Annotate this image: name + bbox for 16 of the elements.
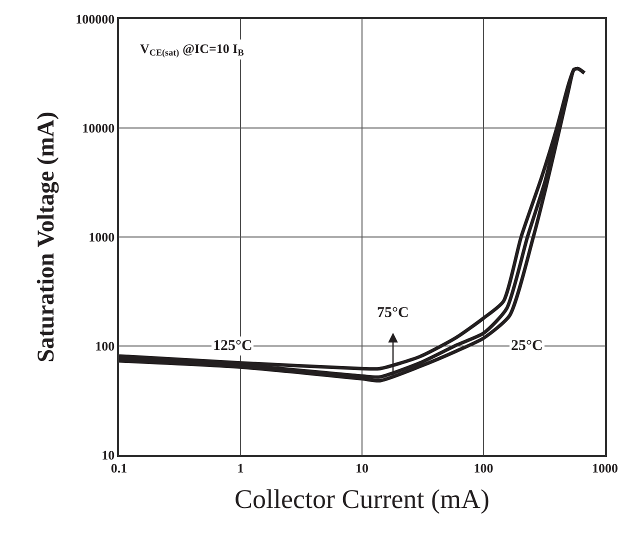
y-tick-label: 10 bbox=[102, 448, 115, 463]
annotation: 25°C bbox=[511, 338, 543, 354]
x-tick-label: 10 bbox=[356, 460, 368, 476]
x-tick-label: 1 bbox=[237, 460, 244, 476]
x-axis-title: Collector Current (mA) bbox=[234, 484, 490, 514]
y-tick-label: 1000 bbox=[88, 230, 115, 245]
y-tick-label: 100 bbox=[95, 338, 115, 354]
y-tick-label: 100000 bbox=[76, 12, 115, 27]
x-tick-label: 0.1 bbox=[110, 460, 128, 476]
x-tick-label: 100 bbox=[474, 460, 494, 476]
annotation: 75°C bbox=[377, 305, 409, 321]
annotation: V$_{CE(sat)}$ @IC=10 I$_{B}$ bbox=[140, 41, 244, 58]
y-axis-title: Saturation Voltage (mA) bbox=[33, 112, 60, 362]
x-tick-label: 1000 bbox=[592, 460, 618, 476]
annotation: 125°C bbox=[213, 338, 252, 354]
y-tick-label: 10000 bbox=[82, 120, 115, 136]
